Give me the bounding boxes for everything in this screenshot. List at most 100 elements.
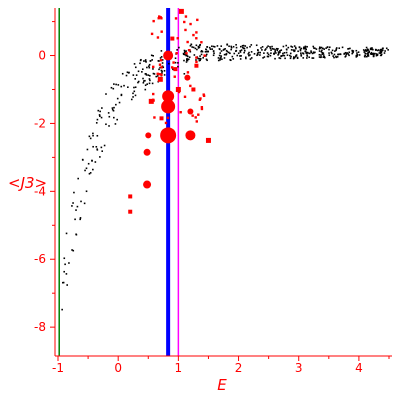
data-point xyxy=(95,145,98,148)
y-tick-label: -8 xyxy=(34,320,46,334)
data-point xyxy=(306,54,308,56)
data-point xyxy=(199,43,202,46)
data-point xyxy=(189,44,192,47)
data-point xyxy=(65,232,68,235)
highlight-point xyxy=(195,31,198,34)
data-point xyxy=(199,58,202,60)
highlight-point xyxy=(186,71,190,74)
data-point xyxy=(357,51,360,53)
data-point xyxy=(113,83,115,85)
data-point xyxy=(152,54,155,57)
data-point xyxy=(177,62,179,64)
highlight-point xyxy=(173,67,178,72)
data-point xyxy=(146,66,148,69)
data-point xyxy=(226,50,229,53)
data-point xyxy=(323,56,326,59)
highlight-point xyxy=(158,63,162,66)
data-point xyxy=(267,53,270,56)
data-point xyxy=(63,270,65,273)
data-point xyxy=(245,57,247,60)
data-point xyxy=(364,54,366,57)
data-point xyxy=(126,71,129,74)
data-point xyxy=(174,61,177,64)
highlight-point xyxy=(183,20,186,24)
data-point xyxy=(229,52,231,55)
highlight-point xyxy=(185,52,188,55)
data-point xyxy=(148,63,151,66)
data-point xyxy=(117,84,120,86)
data-point xyxy=(132,92,134,95)
highlight-point xyxy=(160,127,177,144)
data-point xyxy=(249,54,251,56)
highlight-point xyxy=(196,18,199,22)
data-point xyxy=(144,84,147,87)
data-point xyxy=(235,50,237,52)
data-point xyxy=(348,51,351,54)
data-point xyxy=(365,55,368,58)
data-point xyxy=(84,169,86,172)
data-point xyxy=(212,54,215,57)
data-point xyxy=(206,50,208,53)
data-point xyxy=(259,54,261,56)
data-point xyxy=(249,45,251,48)
data-point xyxy=(205,53,208,56)
data-point xyxy=(196,48,198,51)
data-point xyxy=(148,78,151,80)
data-point xyxy=(323,55,326,58)
data-point xyxy=(306,45,308,48)
data-point xyxy=(369,53,372,55)
data-point xyxy=(207,50,209,53)
data-point xyxy=(366,54,369,57)
data-point xyxy=(364,52,367,55)
data-point xyxy=(369,48,372,51)
data-point xyxy=(286,54,289,56)
data-point xyxy=(263,56,266,58)
data-point xyxy=(365,50,368,52)
x-tick-label: -1 xyxy=(52,361,64,375)
data-point xyxy=(274,57,276,60)
data-point xyxy=(205,55,207,57)
data-point xyxy=(351,52,354,55)
data-point xyxy=(226,44,229,46)
data-point xyxy=(250,57,253,59)
data-point xyxy=(339,53,342,56)
data-point xyxy=(274,49,277,51)
data-point xyxy=(308,52,311,55)
data-point xyxy=(100,116,103,119)
x-tick-label: 3 xyxy=(295,361,303,375)
data-point xyxy=(195,44,198,47)
data-point xyxy=(162,66,165,69)
data-point xyxy=(364,55,366,58)
data-point xyxy=(290,55,292,58)
data-point xyxy=(198,46,201,48)
data-point xyxy=(224,48,226,50)
data-point xyxy=(134,78,137,80)
data-point xyxy=(187,58,190,61)
data-point xyxy=(292,57,295,60)
x-tick-label: 2 xyxy=(235,361,243,375)
data-point xyxy=(315,48,318,50)
data-point xyxy=(322,47,324,50)
data-point xyxy=(141,71,143,73)
highlight-point xyxy=(152,92,155,96)
data-point xyxy=(368,51,370,53)
data-point xyxy=(133,90,136,93)
data-point xyxy=(306,51,309,54)
data-point xyxy=(257,53,259,56)
data-point xyxy=(294,46,297,49)
data-point xyxy=(222,49,225,51)
data-point xyxy=(355,56,358,58)
data-point xyxy=(211,45,213,48)
data-point xyxy=(194,47,197,50)
data-point xyxy=(314,47,316,50)
highlight-point xyxy=(205,137,211,143)
highlight-point xyxy=(161,99,176,114)
highlight-point xyxy=(150,32,154,36)
data-point xyxy=(294,56,296,59)
data-point xyxy=(74,218,76,221)
data-point xyxy=(149,79,151,82)
data-point xyxy=(225,49,228,52)
highlight-point xyxy=(160,66,163,69)
data-point xyxy=(237,52,240,55)
